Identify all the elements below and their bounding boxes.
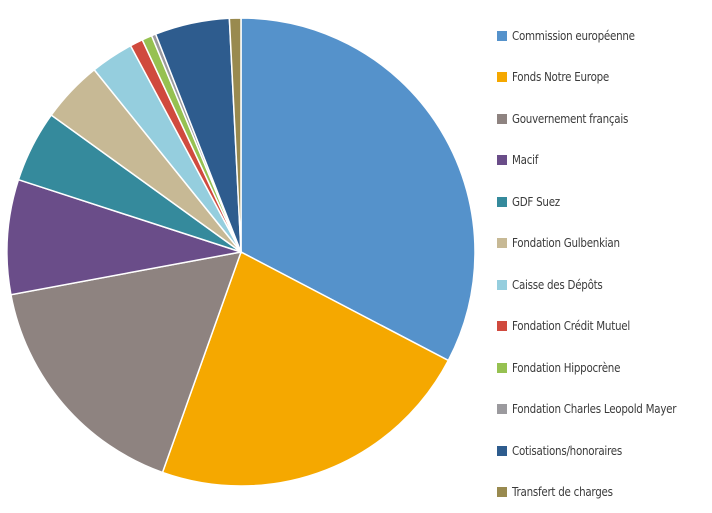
legend-label: Fondation Hippocrène — [512, 361, 620, 375]
pie-slices — [7, 18, 475, 486]
legend-swatch — [497, 446, 507, 456]
legend-label: Transfert de charges — [512, 485, 613, 499]
legend-label: Gouvernement français — [512, 112, 628, 126]
legend-item: Macif — [497, 140, 712, 182]
legend-swatch — [497, 404, 507, 414]
legend-item: Fondation Hippocrène — [497, 347, 712, 389]
legend-swatch — [497, 155, 507, 165]
legend-swatch — [497, 114, 507, 124]
legend-item: Fondation Gulbenkian — [497, 223, 712, 265]
legend-label: Fondation Charles Leopold Mayer — [512, 402, 676, 416]
legend-item: Caisse des Dépôts — [497, 264, 712, 306]
legend-label: Fondation Crédit Mutuel — [512, 319, 630, 333]
legend-item: Transfert de charges — [497, 472, 712, 513]
legend-label: Commission européenne — [512, 29, 635, 43]
legend-item: Fondation Charles Leopold Mayer — [497, 389, 712, 431]
legend-item: Commission européenne — [497, 15, 712, 57]
legend-item: Cotisations/honoraires — [497, 430, 712, 472]
legend-item: Fondation Crédit Mutuel — [497, 306, 712, 348]
legend-swatch — [497, 487, 507, 497]
legend-swatch — [497, 197, 507, 207]
legend-swatch — [497, 238, 507, 248]
legend-label: Caisse des Dépôts — [512, 278, 603, 292]
legend-swatch — [497, 321, 507, 331]
chart-legend: Commission européenne Fonds Notre Europe G… — [497, 15, 712, 513]
legend-swatch — [497, 31, 507, 41]
legend-item: Gouvernement français — [497, 98, 712, 140]
legend-item: Fonds Notre Europe — [497, 57, 712, 99]
legend-item: GDF Suez — [497, 181, 712, 223]
legend-label: Fondation Gulbenkian — [512, 236, 620, 250]
legend-label: GDF Suez — [512, 195, 560, 209]
legend-swatch — [497, 72, 507, 82]
legend-label: Cotisations/honoraires — [512, 444, 622, 458]
legend-swatch — [497, 280, 507, 290]
legend-label: Macif — [512, 153, 538, 167]
legend-swatch — [497, 363, 507, 373]
legend-label: Fonds Notre Europe — [512, 70, 609, 84]
